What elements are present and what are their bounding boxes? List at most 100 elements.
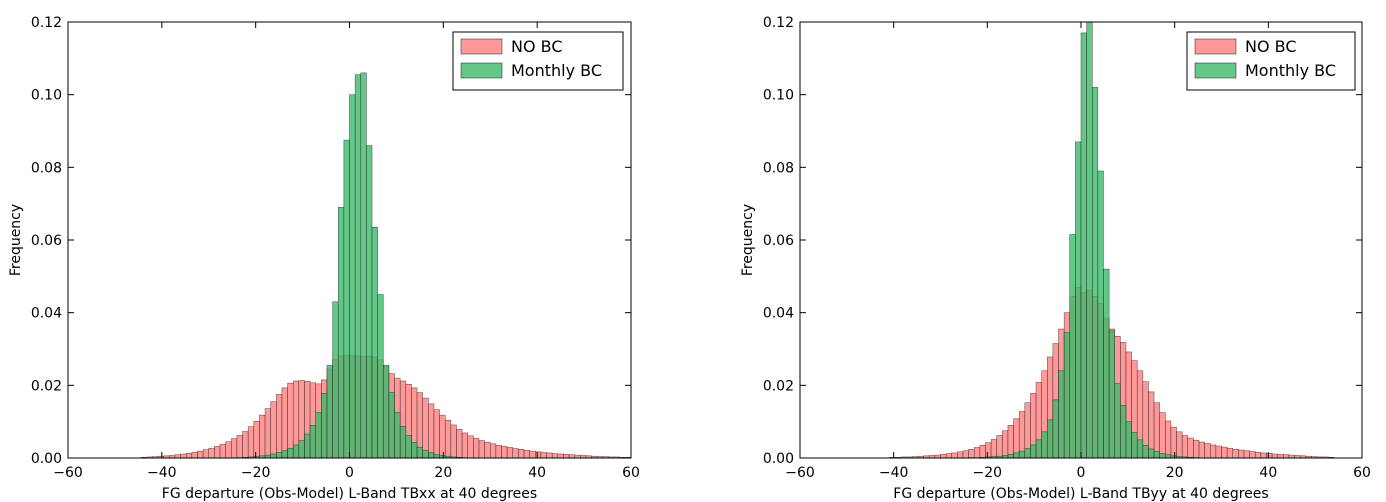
bar [405,435,412,458]
x-tick-label: 60 [1353,465,1371,481]
bar [247,426,255,458]
bar [501,446,508,458]
bar [557,453,564,458]
bar [1198,441,1205,458]
y-tick-label: 0.04 [31,306,62,322]
bar [990,439,997,458]
bar [1035,439,1042,458]
bar [1086,22,1093,458]
bar [202,449,209,458]
y-tick-label: 0.08 [31,160,62,176]
bar [1232,449,1239,458]
bar [1238,449,1245,458]
bar [231,438,238,458]
bar [1165,420,1172,458]
bar [264,408,271,458]
bar [1125,421,1132,458]
bar [1091,87,1099,458]
y-tick-label: 0.04 [763,306,794,322]
bar [433,409,440,458]
y-tick-label: 0.10 [763,88,794,104]
bar [985,442,992,458]
bar [461,432,468,458]
bar [1120,405,1127,458]
bar [214,446,221,458]
bar [371,227,378,458]
y-tick-label: 0.00 [31,451,62,467]
x-axis-label: FG departure (Obs-Model) L-Band TBxx at … [162,486,537,502]
bar [259,414,266,458]
bar [1210,444,1217,458]
bar [1075,141,1082,458]
bar [276,394,283,458]
legend-label: Monthly BC [511,61,602,80]
bar [1013,452,1020,458]
bar [478,440,485,458]
bar [208,447,215,458]
bar [1215,445,1222,458]
bar [1226,447,1233,458]
bar [456,429,463,458]
bar [996,435,1003,458]
y-tick-label: 0.02 [763,378,794,394]
x-tick-label: 0 [1077,465,1086,481]
bar [416,446,423,458]
bar [388,392,395,458]
bar [281,450,288,458]
bar [276,452,283,458]
bar [1041,431,1048,458]
bar [1153,402,1160,458]
bar [1024,448,1031,458]
bar [523,450,530,458]
bar [957,451,964,458]
bar [535,451,542,458]
bar [529,450,536,458]
bar [506,447,514,458]
bar [1007,425,1014,458]
x-tick-label: 20 [434,465,452,481]
bar [968,449,975,458]
bar [1131,432,1138,458]
legend-swatch [1194,62,1237,79]
bar [1108,330,1115,458]
bar [490,443,497,458]
bar [1260,452,1267,458]
bar [439,414,446,458]
bar [332,301,339,458]
bar [1266,453,1273,458]
bar [1047,419,1054,458]
bar [1148,391,1155,458]
bar [1221,446,1228,458]
bar [411,442,418,458]
bar [225,441,232,458]
y-axis-label: Frequency [740,204,756,276]
bar [1142,445,1149,458]
x-tick-label: 60 [622,465,640,481]
bar [383,365,390,458]
bar [354,74,362,458]
bar [495,445,502,458]
bar [945,453,952,458]
bar [309,425,316,458]
bar [512,448,519,458]
bar [366,145,373,458]
y-tick-label: 0.02 [31,378,62,394]
bars-group [140,72,631,458]
bar [321,393,328,458]
x-tick-label: 40 [1259,465,1277,481]
bar [315,412,322,458]
bar [1114,383,1121,458]
bar [394,412,401,458]
bar [951,452,958,458]
bar [281,387,288,458]
y-tick-label: 0.08 [763,160,794,176]
bar [1063,332,1071,458]
bar [253,421,260,458]
bar [1254,451,1262,458]
bar [360,72,367,458]
bar [377,294,384,458]
bar [191,451,198,458]
bar [185,453,193,458]
bar [349,94,356,458]
